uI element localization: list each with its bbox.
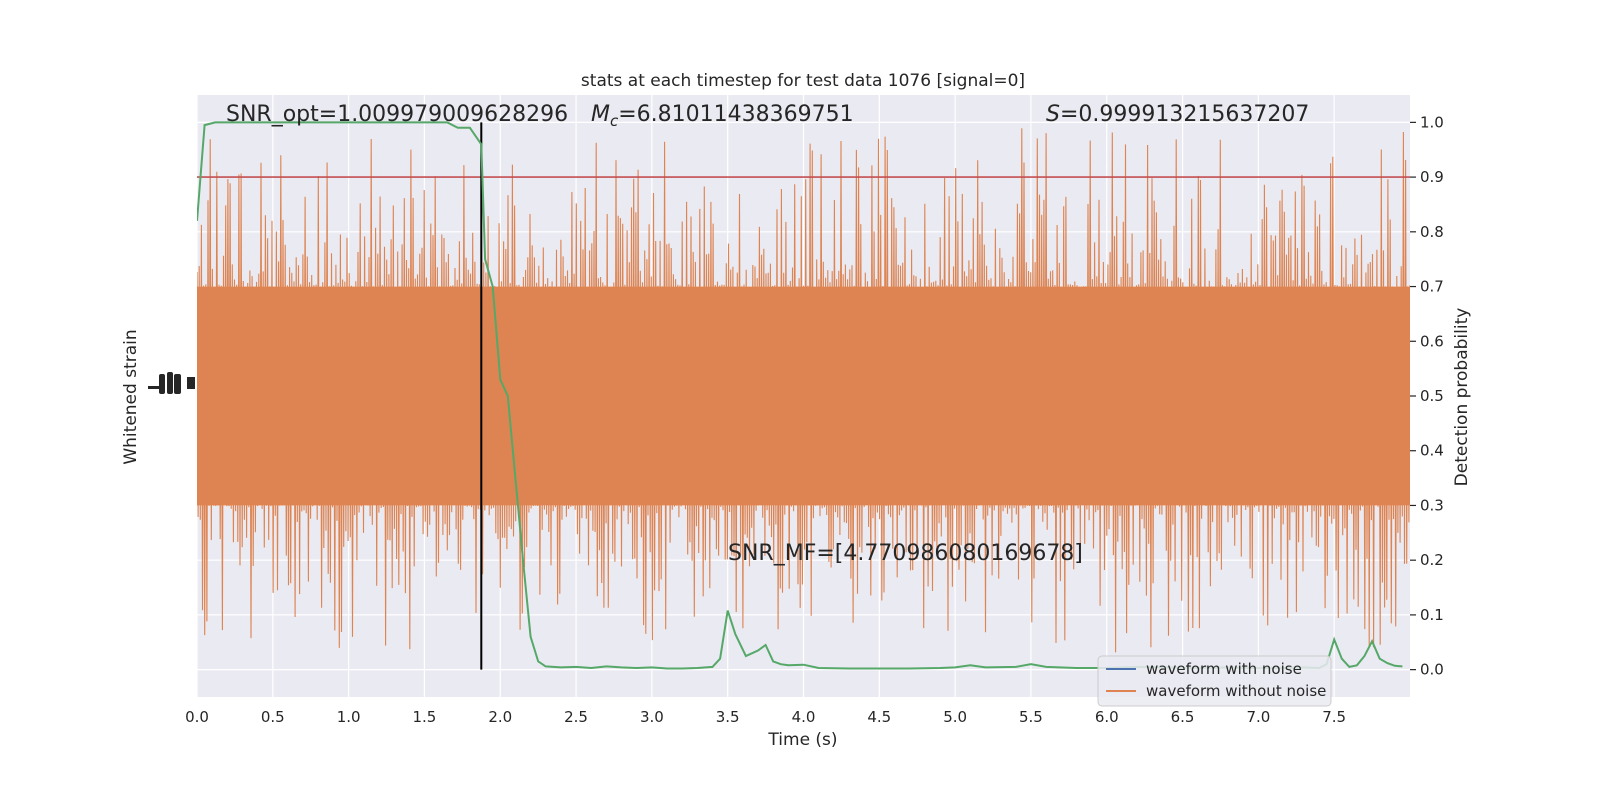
x-tick-label: 1.5 bbox=[413, 708, 437, 726]
x-tick-label: 4.0 bbox=[792, 708, 816, 726]
y-tick-label: 0.4 bbox=[1420, 442, 1444, 460]
legend-box bbox=[1097, 655, 1332, 707]
y-axis-ticks-right: 0.0 0.1 0.2 0.3 0.4 0.5 0.6 0.7 0.8 0.9 1.0 bbox=[1410, 113, 1444, 679]
chirp-mass-annotation: Mc=6.81011438369751 bbox=[591, 102, 854, 130]
left-axis-tick-labels bbox=[148, 372, 195, 394]
y-tick-label: 0.5 bbox=[1420, 387, 1444, 405]
y-tick-label: 1.0 bbox=[1420, 113, 1444, 131]
x-tick-label: 6.0 bbox=[1095, 708, 1119, 726]
waveform-without-noise-series bbox=[197, 128, 1410, 653]
x-tick-label: 4.5 bbox=[867, 708, 891, 726]
waveform-without-noise-core bbox=[197, 286, 1410, 506]
x-tick-label: 7.0 bbox=[1246, 708, 1270, 726]
legend-label-with-noise: waveform with noise bbox=[1146, 660, 1302, 678]
x-tick-label: 0.0 bbox=[185, 708, 209, 726]
x-tick-label: 2.0 bbox=[488, 708, 512, 726]
x-axis-label: Time (s) bbox=[767, 730, 837, 750]
x-tick-label: 3.5 bbox=[716, 708, 740, 726]
y-tick-label: 0.0 bbox=[1420, 661, 1444, 679]
x-tick-label: 2.5 bbox=[564, 708, 588, 726]
y-tick-label: 0.6 bbox=[1420, 332, 1444, 350]
y-tick-label: 0.2 bbox=[1420, 551, 1444, 569]
x-tick-label: 6.5 bbox=[1171, 708, 1195, 726]
y-tick-label: 0.9 bbox=[1420, 168, 1444, 186]
y-tick-label: 0.3 bbox=[1420, 496, 1444, 514]
y-tick-label: 0.8 bbox=[1420, 223, 1444, 241]
legend-label-without-noise: waveform without noise bbox=[1146, 682, 1326, 700]
chart-title: stats at each timestep for test data 107… bbox=[581, 71, 1025, 91]
y-axis-label-left: Whitened strain bbox=[121, 329, 141, 464]
x-tick-label: 5.0 bbox=[943, 708, 967, 726]
y-tick-label: 0.1 bbox=[1420, 606, 1444, 624]
legend: waveform with noise waveform without noi… bbox=[1097, 655, 1332, 707]
x-tick-label: 3.0 bbox=[640, 708, 664, 726]
y-tick-label: 0.7 bbox=[1420, 278, 1444, 296]
s-annotation: S=0.999913215637207 bbox=[1046, 102, 1309, 127]
x-tick-label: 7.5 bbox=[1322, 708, 1346, 726]
plot-area bbox=[197, 121, 1410, 670]
x-tick-label: 1.0 bbox=[337, 708, 361, 726]
x-tick-label: 5.5 bbox=[1019, 708, 1043, 726]
snr-mf-annotation: SNR_MF=[4.770986080169678] bbox=[728, 541, 1083, 566]
snr-opt-annotation: SNR_opt=1.009979009628296 bbox=[226, 102, 568, 127]
x-tick-label: 0.5 bbox=[261, 708, 285, 726]
y-axis-label-right: Detection probability bbox=[1452, 308, 1472, 487]
x-axis-ticks: 0.0 0.5 1.0 1.5 2.0 2.5 3.0 3.5 4.0 4.5 5.0 5.5 6.0 6… bbox=[185, 708, 1346, 726]
